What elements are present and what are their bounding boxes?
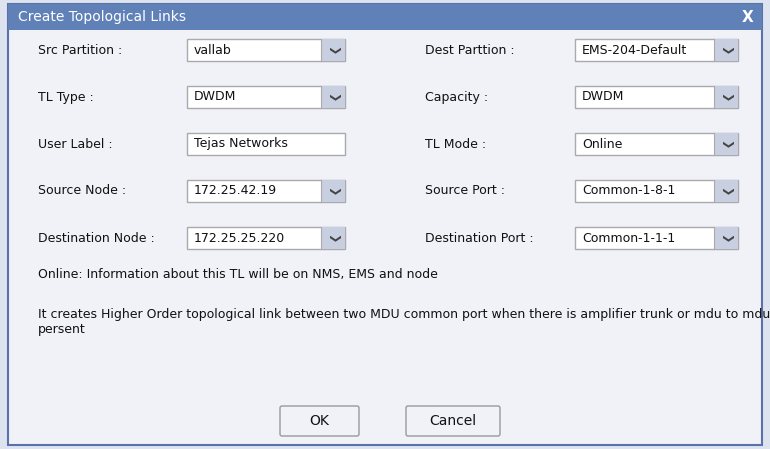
FancyBboxPatch shape [321, 39, 345, 61]
Text: Online: Online [582, 137, 622, 150]
Text: Destination Node :: Destination Node : [38, 232, 155, 245]
Text: Common-1-8-1: Common-1-8-1 [582, 185, 675, 198]
FancyBboxPatch shape [575, 227, 738, 249]
FancyBboxPatch shape [8, 4, 762, 445]
Text: vallab: vallab [194, 44, 232, 57]
FancyBboxPatch shape [575, 86, 738, 108]
Text: DWDM: DWDM [194, 91, 236, 104]
FancyBboxPatch shape [714, 180, 738, 202]
FancyBboxPatch shape [575, 133, 738, 155]
FancyBboxPatch shape [321, 180, 345, 202]
Text: It creates Higher Order topological link between two MDU common port when there : It creates Higher Order topological link… [38, 308, 770, 336]
Text: 172.25.25.220: 172.25.25.220 [194, 232, 285, 245]
FancyBboxPatch shape [714, 227, 738, 249]
Text: ❯: ❯ [721, 93, 732, 103]
Text: ❯: ❯ [721, 187, 732, 197]
Text: ❯: ❯ [721, 46, 732, 56]
Text: TL Type :: TL Type : [38, 91, 94, 104]
Text: ❯: ❯ [721, 234, 732, 244]
Text: OK: OK [310, 414, 330, 428]
Text: X: X [742, 9, 754, 25]
Text: ❯: ❯ [327, 46, 339, 56]
FancyBboxPatch shape [187, 133, 345, 155]
FancyBboxPatch shape [714, 39, 738, 61]
FancyBboxPatch shape [321, 86, 345, 108]
Text: Dest Parttion :: Dest Parttion : [425, 44, 514, 57]
Text: Online: Information about this TL will be on NMS, EMS and node: Online: Information about this TL will b… [38, 268, 438, 281]
FancyBboxPatch shape [321, 227, 345, 249]
Text: Tejas Networks: Tejas Networks [194, 137, 288, 150]
FancyBboxPatch shape [187, 180, 345, 202]
Text: Source Node :: Source Node : [38, 185, 126, 198]
Text: Common-1-1-1: Common-1-1-1 [582, 232, 675, 245]
FancyBboxPatch shape [575, 39, 738, 61]
Text: Src Partition :: Src Partition : [38, 44, 122, 57]
Text: ❯: ❯ [327, 93, 339, 103]
Text: User Label :: User Label : [38, 137, 112, 150]
FancyBboxPatch shape [187, 86, 345, 108]
Text: Source Port :: Source Port : [425, 185, 505, 198]
FancyBboxPatch shape [714, 133, 738, 155]
FancyBboxPatch shape [187, 39, 345, 61]
Text: ❯: ❯ [327, 187, 339, 197]
Text: 172.25.42.19: 172.25.42.19 [194, 185, 277, 198]
FancyBboxPatch shape [280, 406, 359, 436]
Text: Create Topological Links: Create Topological Links [18, 10, 186, 24]
Text: ❯: ❯ [721, 140, 732, 150]
FancyBboxPatch shape [187, 227, 345, 249]
Text: Capacity :: Capacity : [425, 91, 488, 104]
FancyBboxPatch shape [575, 180, 738, 202]
FancyBboxPatch shape [8, 4, 762, 30]
Text: Destination Port :: Destination Port : [425, 232, 534, 245]
Text: EMS-204-Default: EMS-204-Default [582, 44, 688, 57]
Text: DWDM: DWDM [582, 91, 624, 104]
FancyBboxPatch shape [406, 406, 500, 436]
Text: ❯: ❯ [327, 234, 339, 244]
FancyBboxPatch shape [714, 86, 738, 108]
Text: TL Mode :: TL Mode : [425, 137, 486, 150]
Text: Cancel: Cancel [430, 414, 477, 428]
